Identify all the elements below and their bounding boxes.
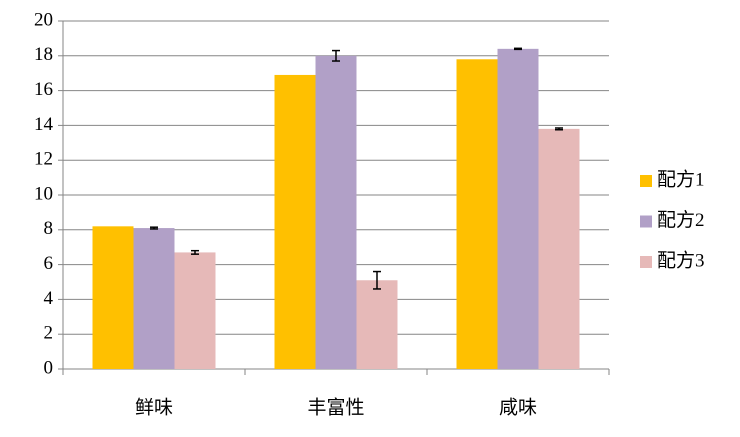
- y-tick-label: 10: [34, 183, 53, 204]
- bar: [356, 280, 398, 369]
- y-tick-label: 18: [34, 44, 53, 65]
- y-tick-label: 2: [44, 323, 54, 344]
- x-tick-label: 咸味: [499, 396, 537, 418]
- error-bar: [191, 249, 199, 255]
- y-tick-label: 6: [44, 253, 54, 274]
- bar: [274, 74, 316, 369]
- legend-swatch: [640, 215, 652, 228]
- bar: [133, 228, 175, 369]
- y-tick-label: 14: [34, 114, 54, 135]
- y-tick-label: 16: [34, 79, 53, 100]
- bar: [174, 252, 216, 369]
- y-tick-label: 20: [34, 9, 53, 30]
- y-tick-label: 4: [44, 288, 54, 309]
- y-tick-label: 12: [34, 149, 53, 170]
- error-bar: [150, 226, 158, 230]
- error-bar: [514, 47, 522, 51]
- x-tick-label: 丰富性: [307, 396, 364, 418]
- x-tick-label: 鲜味: [135, 396, 173, 418]
- error-bar: [332, 49, 340, 62]
- bar: [538, 128, 580, 369]
- bar: [456, 59, 498, 369]
- error-bar: [555, 127, 563, 131]
- legend-swatch: [640, 256, 652, 268]
- y-tick-label: 0: [44, 357, 54, 378]
- bar: [92, 226, 134, 369]
- error-bar: [373, 270, 381, 290]
- legend-swatch: [640, 175, 652, 187]
- legend-label: 配方1: [657, 168, 705, 190]
- legend-label: 配方2: [657, 209, 705, 231]
- bar: [497, 48, 539, 370]
- legend-label: 配方3: [657, 249, 705, 271]
- y-tick-label: 8: [44, 218, 54, 239]
- bar: [315, 55, 357, 370]
